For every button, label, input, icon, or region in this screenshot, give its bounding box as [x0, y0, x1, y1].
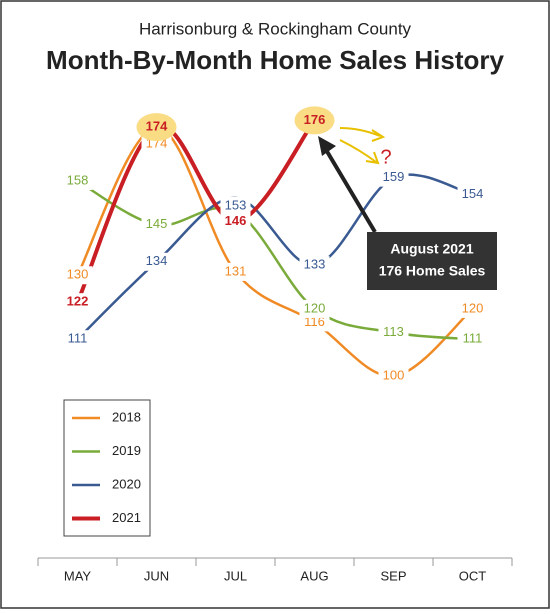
legend-box: [63, 399, 151, 537]
label-bg: [220, 196, 251, 215]
label-bg: [457, 330, 488, 349]
label-bg: [378, 323, 409, 342]
data-label: 134: [146, 253, 168, 268]
label-bg: [378, 168, 409, 187]
data-label: 113: [383, 324, 404, 339]
label-bg: [62, 171, 93, 190]
series-line: [75, 119, 317, 303]
data-label: 145: [146, 216, 168, 231]
data-label: 131: [225, 263, 247, 278]
legend-label: 2018: [112, 409, 141, 424]
legend-label: 2021: [112, 510, 141, 525]
label-bg: [378, 367, 409, 386]
label-bg: [141, 215, 172, 234]
x-tick-label: JUL: [224, 568, 247, 583]
x-tick-label: MAY: [64, 568, 92, 583]
data-label: 146: [225, 213, 247, 228]
data-label: 174: [146, 119, 168, 134]
data-label: 111: [463, 331, 483, 346]
legend-label: 2019: [112, 443, 141, 458]
label-bg: [299, 256, 330, 275]
question-mark: ?: [380, 146, 391, 168]
chart-subtitle: Harrisonburg & Rockingham County: [139, 19, 412, 38]
x-tick-label: JUN: [144, 568, 169, 583]
annotation-box: [367, 232, 497, 290]
data-label: 158: [67, 172, 89, 187]
label-bg: [62, 330, 93, 349]
annotation-arrow: [320, 141, 377, 234]
data-label: 122: [67, 294, 89, 309]
x-tick-label: OCT: [459, 568, 487, 583]
label-bg: [62, 293, 93, 312]
label-bg: [457, 185, 488, 204]
highlight: [294, 106, 335, 135]
yellow-arrows: [339, 127, 386, 165]
data-label: 100: [383, 368, 405, 383]
label-bg: [220, 212, 251, 231]
legend-label: 2020: [112, 476, 141, 491]
label-bg: [220, 262, 251, 281]
label-bg: [457, 299, 488, 318]
x-tick-label: AUG: [300, 568, 328, 583]
data-label: 153: [225, 197, 247, 212]
label-bg: [299, 299, 330, 318]
labels: 1301741311161001201581451491201131111111…: [62, 106, 488, 386]
arrow-head: [318, 136, 336, 156]
label-bg: [62, 266, 93, 285]
data-label: 111: [68, 331, 88, 346]
data-label: 120: [304, 300, 326, 315]
annotation-text: August 2021: [390, 241, 473, 257]
data-label: 120: [462, 300, 484, 315]
annotation-text: 176 Home Sales: [379, 263, 486, 279]
data-label: 130: [67, 267, 89, 282]
data-label: 154: [462, 186, 484, 201]
highlight: [136, 113, 177, 142]
label-bg: [141, 252, 172, 271]
x-tick-label: SEP: [380, 568, 406, 583]
chart-title: Month-By-Month Home Sales History: [46, 45, 504, 75]
data-label: 133: [304, 257, 326, 272]
data-label: 176: [304, 112, 326, 127]
data-label: 159: [383, 169, 405, 184]
